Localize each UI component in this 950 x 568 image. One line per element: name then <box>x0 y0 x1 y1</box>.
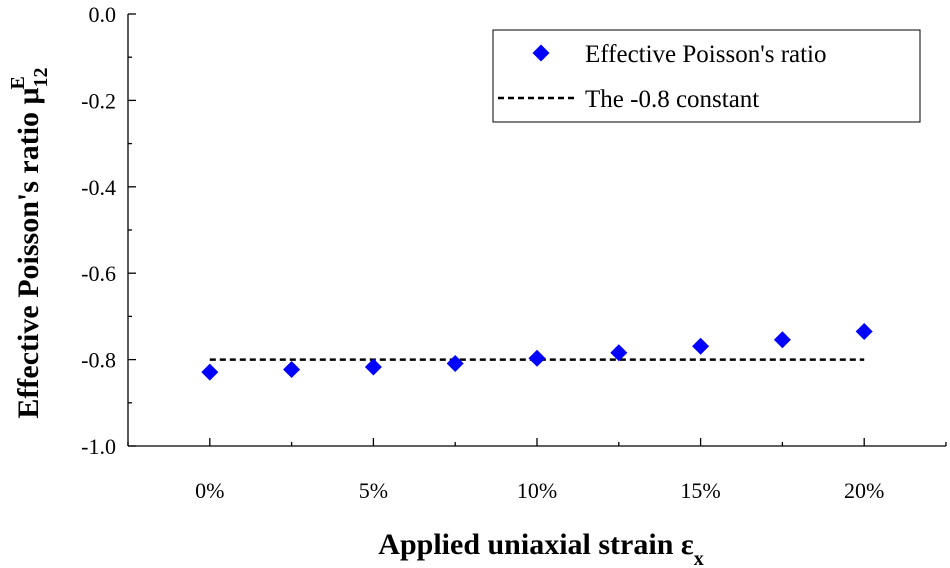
x-tick-label: 0% <box>195 478 224 503</box>
y-tick-label: -1.0 <box>81 434 116 459</box>
y-tick-label: -0.4 <box>81 175 116 200</box>
y-axis-title: Effective Poisson's ratio μ12E <box>7 67 52 418</box>
data-point-diamond <box>364 358 382 376</box>
data-point-diamond <box>692 337 710 355</box>
data-point-diamond <box>201 363 219 381</box>
y-tick-label: 0.0 <box>89 2 117 27</box>
data-points <box>201 323 873 381</box>
legend-label-effective: Effective Poisson's ratio <box>585 41 827 68</box>
x-axis-title: Applied uniaxial strain εx <box>378 528 703 568</box>
data-point-diamond <box>855 323 873 341</box>
legend-marker-diamond <box>532 44 550 62</box>
data-point-diamond <box>283 361 301 379</box>
y-tick-label: -0.8 <box>81 348 116 373</box>
y-tick-label: -0.2 <box>81 88 116 113</box>
legend-box <box>492 29 921 123</box>
legend: Effective Poisson's ratio The -0.8 const… <box>492 29 921 123</box>
x-tick-label: 10% <box>517 478 557 503</box>
axis-ticks: 0.0 -0.2 -0.4 -0.6 -0.8 -1.0 0% 5% 10% 15% 20% <box>81 2 947 503</box>
x-tick-label: 5% <box>359 478 388 503</box>
data-point-diamond <box>610 344 628 362</box>
data-point-diamond <box>528 349 546 367</box>
legend-label-constant: The -0.8 constant <box>585 86 759 113</box>
data-point-diamond <box>773 331 791 349</box>
data-point-diamond <box>446 354 464 372</box>
x-tick-label: 15% <box>680 478 720 503</box>
x-tick-label: 20% <box>844 478 884 503</box>
y-tick-label: -0.6 <box>81 261 116 286</box>
